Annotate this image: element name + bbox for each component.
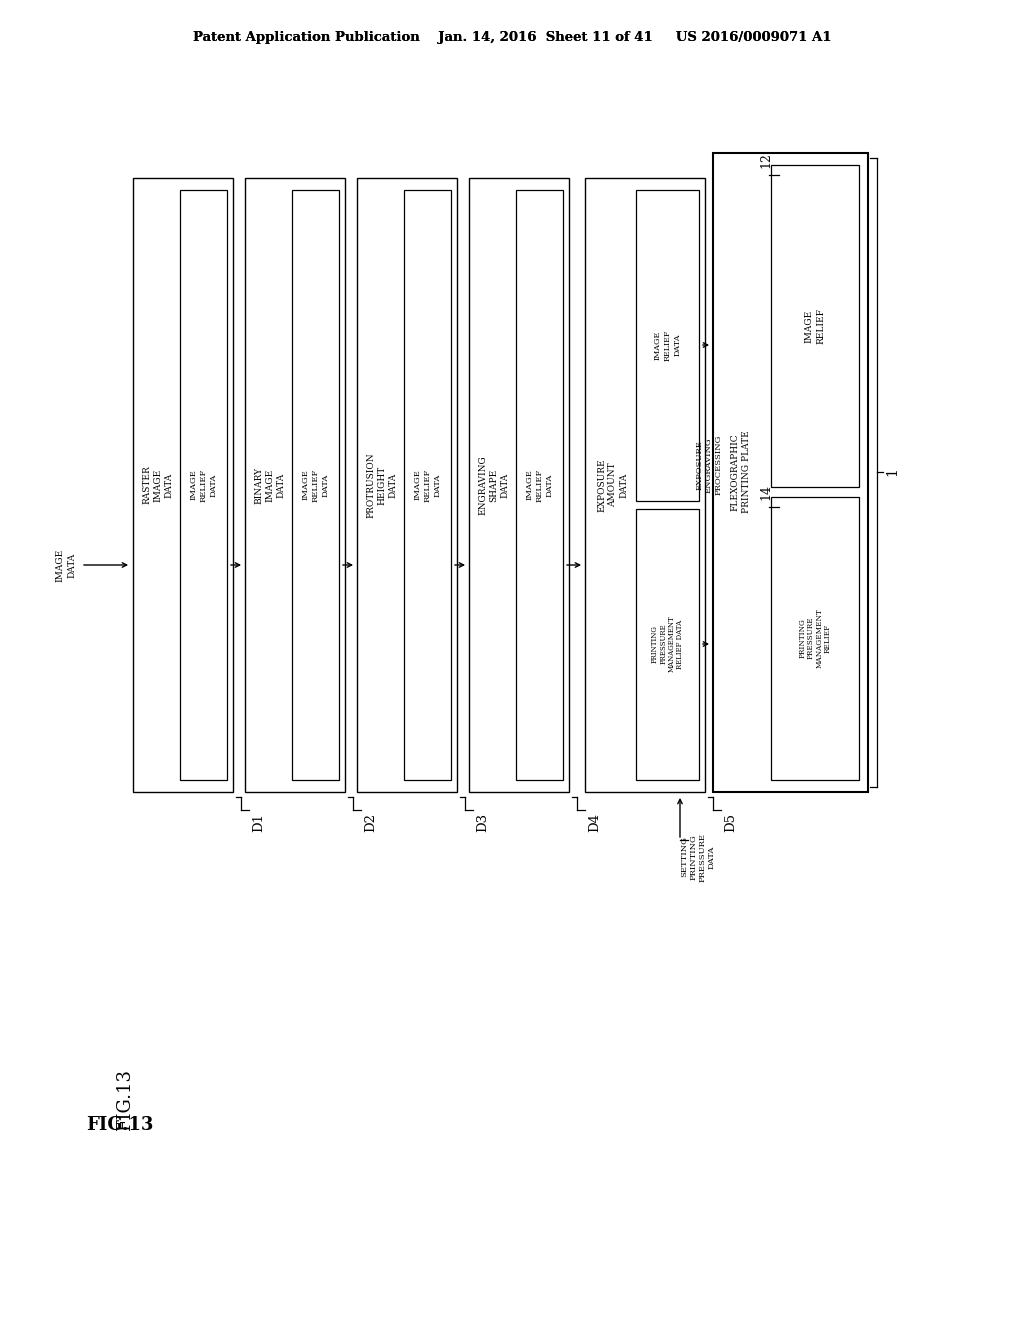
Text: RASTER
IMAGE
DATA: RASTER IMAGE DATA [142,466,174,504]
Text: IMAGE
RELIEF
DATA: IMAGE RELIEF DATA [414,469,441,502]
Text: D2: D2 [365,813,378,832]
Text: Patent Application Publication    Jan. 14, 2016  Sheet 11 of 41     US 2016/0009: Patent Application Publication Jan. 14, … [193,32,831,45]
Text: IMAGE
RELIEF: IMAGE RELIEF [805,308,825,345]
Text: EXPOSURE
ENGRAVING
PROCESSING: EXPOSURE ENGRAVING PROCESSING [695,434,722,495]
Text: D1: D1 [253,813,265,832]
Text: PRINTING
PRESSURE
MANAGEMENT
RELIEF DATA: PRINTING PRESSURE MANAGEMENT RELIEF DATA [650,615,684,672]
Bar [357,178,457,792]
Text: PROTRUSION
HEIGHT
DATA: PROTRUSION HEIGHT DATA [367,453,397,517]
Bar [404,190,451,780]
Text: D5: D5 [725,813,737,832]
Bar [713,153,868,792]
Bar [636,190,699,502]
Text: IMAGE
RELIEF
DATA: IMAGE RELIEF DATA [653,329,681,360]
Text: ENGRAVING
SHAPE
DATA: ENGRAVING SHAPE DATA [478,455,510,515]
Bar [180,190,227,780]
Text: IMAGE
RELIEF
DATA: IMAGE RELIEF DATA [302,469,330,502]
Bar [516,190,563,780]
Bar [771,498,859,780]
Text: SETTING
PRINTING
PRESSURE
DATA: SETTING PRINTING PRESSURE DATA [680,833,716,882]
Text: FLEXOGRAPHIC
PRINTING PLATE: FLEXOGRAPHIC PRINTING PLATE [731,430,751,513]
Bar [133,178,233,792]
Text: D3: D3 [476,812,489,832]
Text: 1: 1 [885,467,899,477]
Bar [469,178,569,792]
Text: IMAGE
DATA: IMAGE DATA [56,548,76,582]
Text: PRINTING
PRESSURE
MANAGEMENT
RELIEF: PRINTING PRESSURE MANAGEMENT RELIEF [798,609,831,668]
Text: IMAGE
RELIEF
DATA: IMAGE RELIEF DATA [189,469,217,502]
Bar [292,190,339,780]
Text: 14: 14 [760,484,772,500]
Bar [771,165,859,487]
Text: FIG.13: FIG.13 [116,1069,134,1131]
Text: IMAGE
RELIEF
DATA: IMAGE RELIEF DATA [525,469,553,502]
Bar [636,510,699,780]
Text: D4: D4 [589,813,601,832]
Text: 12: 12 [760,152,772,168]
Text: FIG.13: FIG.13 [86,1115,154,1134]
Bar [245,178,345,792]
Text: BINARY
IMAGE
DATA: BINARY IMAGE DATA [254,466,286,503]
Text: EXPOSURE
AMOUNT
DATA: EXPOSURE AMOUNT DATA [597,458,628,512]
Text: Patent Application Publication    Jan. 14, 2016  Sheet 11 of 41     US 2016/0009: Patent Application Publication Jan. 14, … [193,32,831,45]
Bar [585,178,705,792]
